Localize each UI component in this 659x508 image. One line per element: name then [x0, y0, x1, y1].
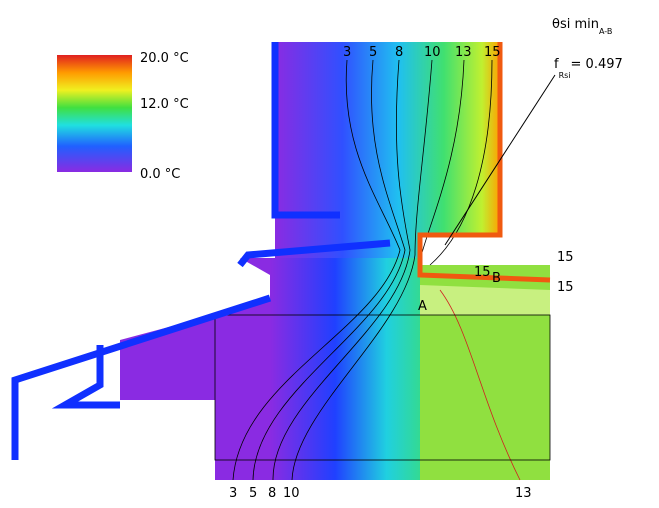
theta-annotation: θsi minA-B	[552, 17, 612, 36]
point-label: B	[492, 271, 501, 286]
isotherm-label: 8	[268, 486, 276, 501]
isotherm-label: 15	[474, 265, 491, 280]
isotherm-label: 13	[515, 486, 532, 501]
isotherm-label: 8	[395, 45, 403, 60]
thermal-diagram: 20.0 °C 12.0 °C 0.0 °C 3 5 8 10 13 15 3 …	[0, 0, 659, 504]
isotherm-label: 13	[455, 45, 472, 60]
isotherm-label: 3	[229, 486, 237, 501]
f-sub: Rsi	[559, 71, 571, 80]
isotherm-label: 15	[557, 250, 574, 265]
isotherm-label: 15	[484, 45, 501, 60]
legend-label: 12.0 °C	[140, 97, 189, 112]
legend-label: 0.0 °C	[140, 167, 180, 182]
f-value: = 0.497	[571, 57, 623, 72]
isotherm-label: 5	[249, 486, 257, 501]
isotherm-label: 3	[343, 45, 351, 60]
isotherm-label: 5	[369, 45, 377, 60]
frame-region	[275, 42, 500, 258]
theta-sub: A-B	[599, 27, 612, 36]
isotherm-label: 15	[557, 280, 574, 295]
isotherm-label: 10	[283, 486, 300, 501]
isotherm-label: 10	[424, 45, 441, 60]
point-label: A	[418, 299, 427, 314]
f-text: f	[554, 57, 559, 72]
f-annotation: fRsi= 0.497	[554, 57, 623, 80]
legend-bar	[57, 55, 132, 172]
theta-text: θsi min	[552, 17, 599, 32]
legend-label: 20.0 °C	[140, 51, 189, 66]
warm-zone	[420, 285, 550, 315]
bottom-labels: 3 5 8 10 13	[229, 486, 532, 501]
